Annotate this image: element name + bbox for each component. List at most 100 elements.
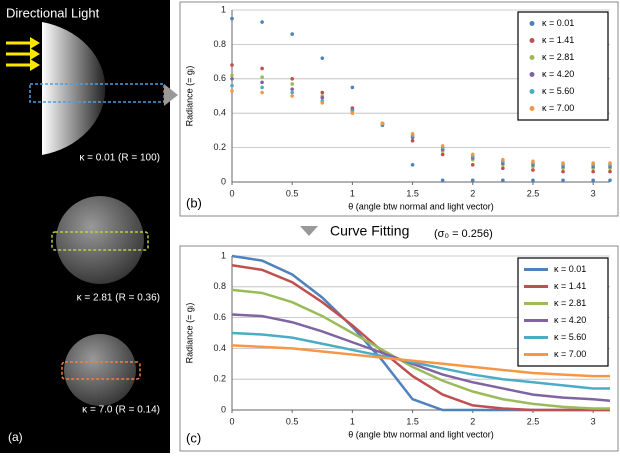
data-point (320, 90, 325, 95)
y-tick-label: 0.2 (213, 374, 226, 384)
data-point (260, 85, 264, 90)
y-tick-label: 0.4 (213, 343, 226, 353)
data-point (531, 168, 535, 172)
data-point (470, 163, 475, 167)
series-line (231, 344, 610, 378)
data-point (591, 178, 595, 183)
y-tick-label: 1 (221, 4, 226, 14)
legend-label: κ = 2.81 (554, 298, 586, 308)
x-tick-label: 0.5 (286, 416, 299, 426)
fitting-note: (σ₀ = 0.256) (434, 228, 493, 240)
data-point (608, 161, 612, 165)
data-point (591, 161, 595, 165)
data-point (501, 157, 505, 162)
sphere-label: κ = 7.0 (R = 0.14) (82, 405, 160, 416)
data-point (260, 20, 264, 24)
legend-swatch (529, 55, 535, 60)
data-point (350, 111, 355, 115)
panel-label: (c) (186, 430, 201, 445)
x-axis-label: θ (angle btw normal and light vector) (348, 201, 494, 211)
legend-label: κ = 5.60 (554, 332, 586, 342)
legend-label: κ = 5.60 (542, 86, 574, 96)
sphere (64, 334, 136, 406)
legend-swatch (529, 21, 535, 26)
data-point (501, 166, 505, 171)
data-point (410, 138, 415, 143)
legend-swatch (529, 89, 535, 94)
data-point (260, 80, 264, 85)
region-box (51, 231, 149, 251)
legend-label: κ = 2.81 (542, 52, 574, 62)
arrow (164, 84, 178, 106)
data-point (290, 32, 294, 36)
data-point (501, 178, 505, 183)
legend-label: κ = 7.00 (542, 103, 574, 113)
data-point (290, 90, 294, 95)
data-point (608, 169, 612, 174)
x-tick-label: 0 (229, 416, 234, 426)
y-tick-label: 0 (221, 176, 226, 186)
data-point (531, 159, 535, 164)
y-tick-label: 0.6 (213, 312, 226, 322)
x-tick-label: 1.5 (406, 188, 419, 198)
series-line (231, 313, 611, 403)
data-point (470, 152, 475, 157)
region-box (61, 361, 141, 380)
x-tick-label: 1.5 (406, 416, 419, 426)
data-point (290, 94, 294, 98)
data-point (410, 163, 415, 167)
legend-label: κ = 0.01 (554, 264, 586, 274)
sphere-label: κ = 2.81 (R = 0.36) (77, 293, 160, 304)
data-point (440, 178, 445, 183)
legend-swatch (529, 72, 535, 77)
y-tick-label: 0.2 (213, 142, 226, 152)
data-point (561, 178, 565, 183)
data-point (561, 169, 565, 174)
legend-label: κ = 1.41 (542, 35, 574, 45)
series-line (231, 264, 610, 412)
legend-label: κ = 7.00 (554, 349, 586, 359)
x-tick-label: 3 (591, 416, 596, 426)
arrow (300, 226, 318, 236)
legend-box (517, 257, 609, 367)
series-line (231, 288, 610, 410)
data-point (531, 178, 535, 183)
y-tick-label: 0.8 (213, 281, 226, 291)
data-point (350, 85, 355, 90)
data-point (320, 56, 325, 60)
data-point (290, 87, 294, 91)
legend-label: κ = 4.20 (542, 69, 574, 79)
data-point (290, 77, 294, 81)
x-tick-label: 0.5 (286, 188, 299, 198)
data-point (470, 178, 475, 183)
data-point (608, 178, 612, 183)
legend-swatch (529, 38, 535, 43)
data-point (230, 73, 234, 78)
data-point (230, 63, 234, 67)
data-point (260, 66, 264, 71)
sphere (56, 196, 144, 284)
series-line (231, 331, 610, 390)
y-tick-label: 0.8 (213, 39, 226, 49)
y-axis-label: Radiance (= gᵢ) (184, 303, 194, 364)
data-point (230, 77, 234, 81)
sphere-label: κ = 0.01 (R = 100) (79, 153, 160, 164)
light-arrows (6, 37, 40, 71)
panel-label: (a) (8, 430, 23, 444)
data-point (260, 90, 264, 95)
y-axis-label: Radiance (= gᵢ) (184, 66, 194, 127)
data-point (440, 152, 445, 157)
panel-a-title: Directional Light (6, 5, 100, 20)
x-tick-label: 0 (229, 188, 234, 198)
fitting-title: Curve Fitting (330, 223, 409, 239)
data-point (230, 83, 234, 88)
data-point (320, 95, 325, 100)
x-tick-label: 3 (591, 188, 596, 198)
legend-box (517, 11, 609, 121)
data-point (230, 89, 234, 93)
y-tick-label: 0.4 (213, 108, 226, 118)
data-point (320, 101, 325, 105)
data-point (591, 169, 595, 174)
